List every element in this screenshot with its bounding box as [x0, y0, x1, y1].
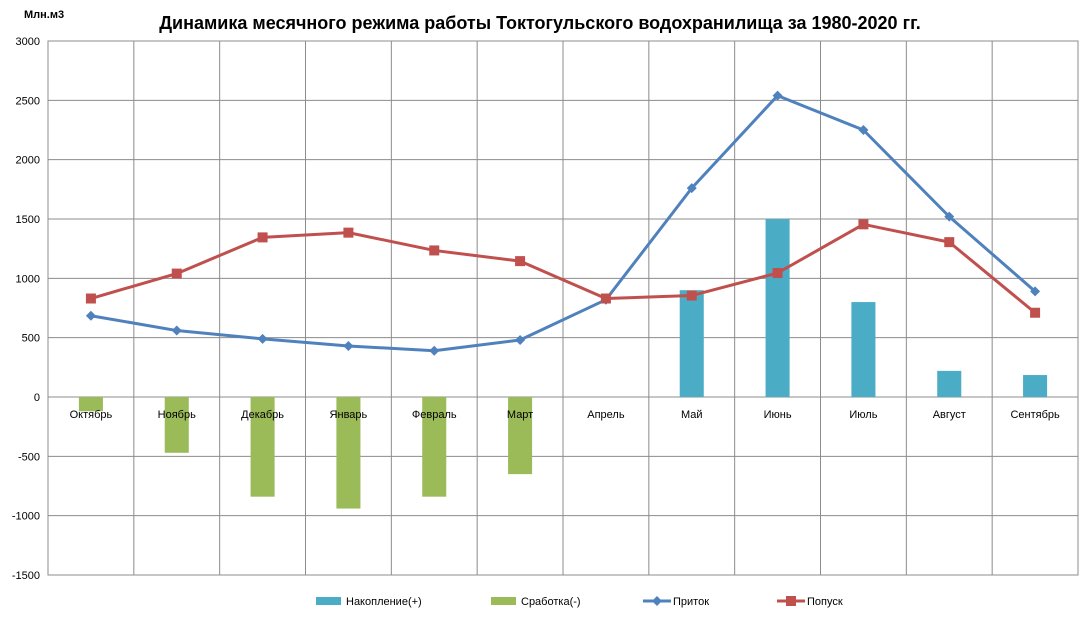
- chart-title: Динамика месячного режима работы Токтогу…: [159, 13, 921, 33]
- drawdown-bar: [164, 397, 189, 453]
- y-tick-label: -1000: [12, 511, 40, 523]
- release-point: [429, 245, 440, 256]
- inflow-point: [429, 345, 440, 356]
- release-point: [858, 219, 869, 230]
- release-point: [257, 232, 268, 243]
- x-tick-label: Март: [507, 409, 533, 421]
- x-tick-label: Октябрь: [70, 409, 113, 421]
- plot-layer: -1500 -1000 -500 0 500 1000 1500 2000 2500 3000 Ок…: [12, 36, 1079, 608]
- x-tick-label: Июль: [849, 409, 877, 421]
- legend-swatch: [491, 597, 516, 605]
- release-point: [515, 256, 526, 267]
- inflow-point: [257, 333, 268, 344]
- x-tick-label: Август: [933, 409, 966, 421]
- legend-swatch: [316, 597, 341, 605]
- y-tick-label: 0: [34, 392, 40, 404]
- release-point: [686, 290, 697, 301]
- release-point: [772, 267, 783, 278]
- legend-label: Сработка(-): [521, 596, 581, 608]
- release-point: [85, 293, 96, 304]
- drawdown-bar: [336, 397, 361, 509]
- y-tick-label: -500: [18, 451, 40, 463]
- y-tick-label: 500: [22, 333, 40, 345]
- release-point: [944, 237, 955, 248]
- accumulation-bar: [851, 302, 876, 397]
- inflow-point: [343, 340, 354, 351]
- inflow-point: [858, 125, 869, 135]
- release-point: [171, 268, 182, 279]
- drawdown-bar: [508, 397, 533, 475]
- x-tick-label: Январь: [330, 409, 368, 421]
- legend-label: Попуск: [807, 596, 843, 608]
- x-tick-label: Май: [681, 409, 703, 421]
- accumulation-bar: [679, 290, 704, 397]
- x-tick-label: Июнь: [764, 409, 792, 421]
- y-tick-label: 2000: [16, 155, 40, 167]
- release-point: [1030, 307, 1041, 318]
- accumulation-bar: [765, 219, 790, 397]
- y-tick-label: 1000: [16, 273, 40, 285]
- x-tick-label: Сентябрь: [1010, 409, 1060, 421]
- y-tick-label: 3000: [16, 36, 40, 48]
- drawdown-bar: [422, 397, 447, 497]
- legend-label: Приток: [673, 596, 709, 608]
- y-tick-label: 2500: [16, 95, 40, 107]
- x-tick-label: Декабрь: [241, 409, 284, 421]
- release-point: [600, 293, 611, 304]
- inflow-point: [686, 183, 697, 194]
- inflow-point: [85, 310, 96, 321]
- inflow-point: [171, 325, 182, 336]
- release-line: [89, 222, 1037, 315]
- inflow-point: [944, 211, 955, 222]
- release-point: [343, 227, 354, 238]
- inflow-line: [89, 94, 1037, 353]
- inflow-point: [1030, 286, 1041, 297]
- x-tick-label: Февраль: [412, 409, 457, 421]
- inflow-point: [515, 335, 526, 346]
- x-tick-label: Апрель: [587, 409, 625, 421]
- legend-marker: [786, 596, 796, 606]
- legend-marker: [652, 596, 662, 606]
- unit-label: Млн.м3: [24, 9, 64, 21]
- y-tick-label: 1500: [16, 214, 40, 226]
- accumulation-bar: [937, 370, 962, 397]
- legend-label: Накопление(+): [346, 596, 422, 608]
- drawdown-bar: [250, 397, 275, 497]
- accumulation-bar: [1023, 375, 1048, 397]
- y-tick-label: -1500: [12, 570, 40, 582]
- inflow-point: [772, 90, 783, 101]
- x-tick-label: Ноябрь: [158, 409, 196, 421]
- drawdown-bar: [78, 397, 103, 412]
